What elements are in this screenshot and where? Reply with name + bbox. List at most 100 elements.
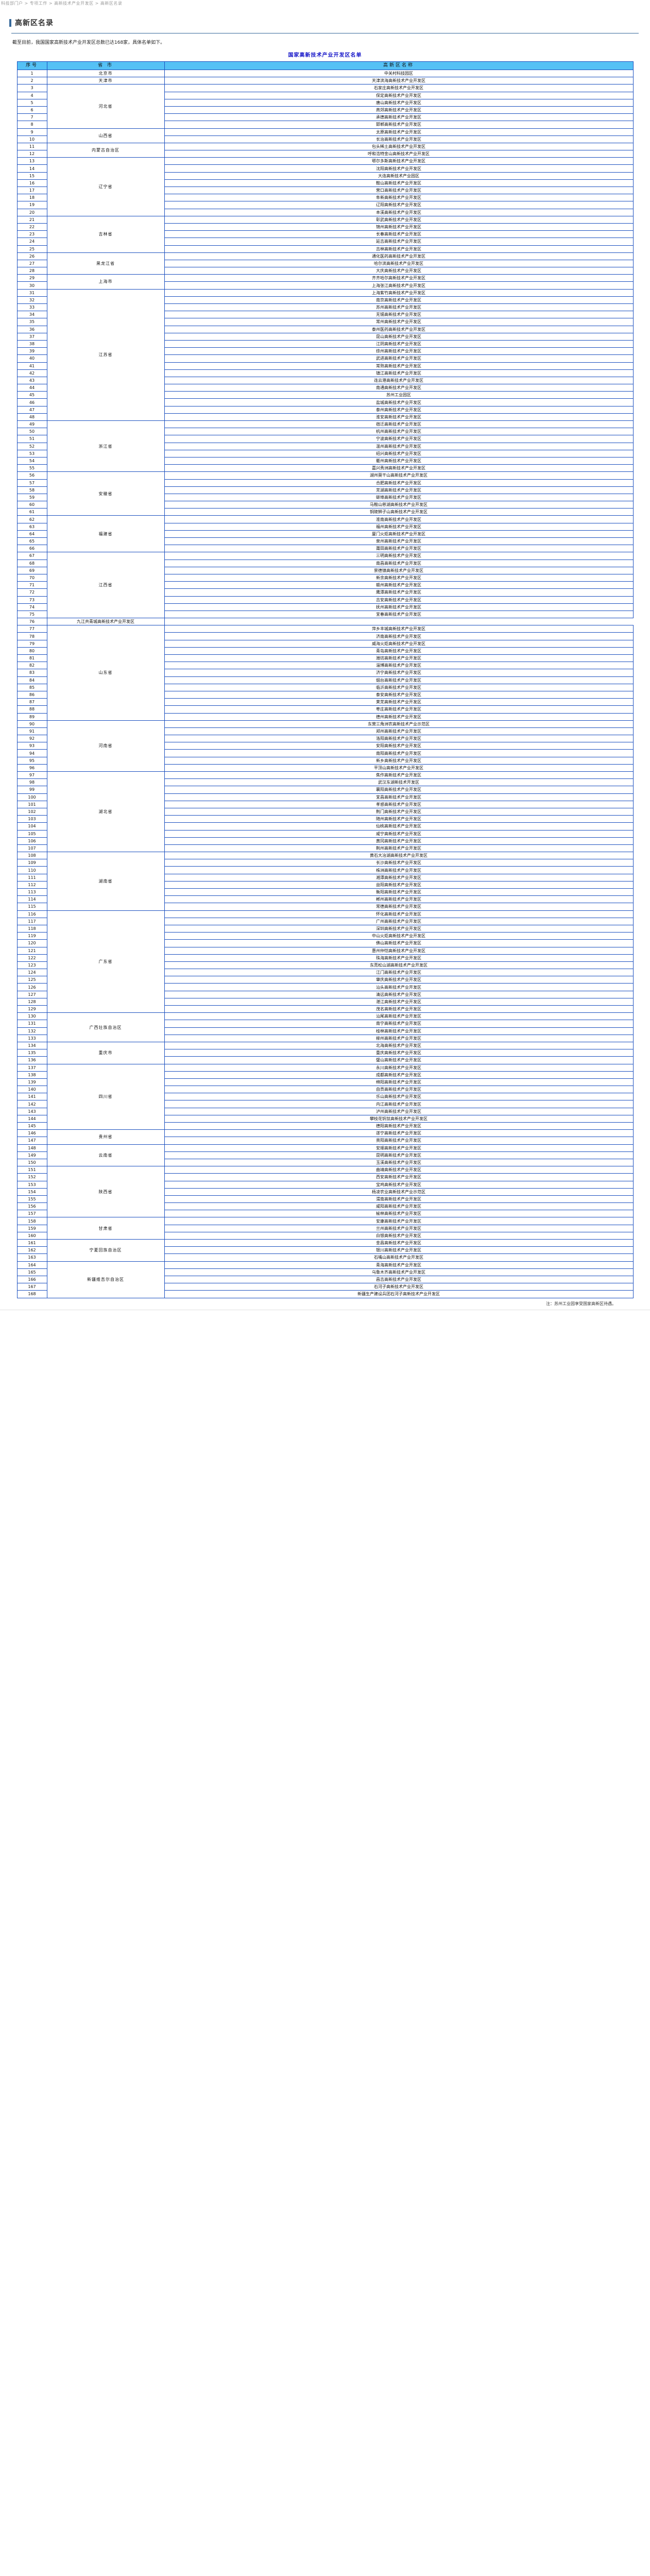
table-row: 93 安阳高新技术产业开发区 [16,742,634,750]
cell-no: 91 [16,727,47,736]
cell-province: 安徽省 [46,471,165,516]
cell-no: 139 [16,1078,47,1087]
table-row: 5 唐山高新技术产业开发区 [16,98,634,107]
cell-zone-name: 徐州高新技术产业开发区 [164,347,634,355]
table-row: 115 常德高新技术产业开发区 [16,903,634,911]
page-container: 科技部门户 > 专项工作 > 高新技术产业开发区 > 高新区名录 高新区名录 截… [0,1,650,1310]
table-row: 78 济南高新技术产业开发区 [16,632,634,640]
cell-zone-name: 石河子高新技术产业开发区 [164,1283,634,1291]
cell-no: 103 [16,815,47,823]
cell-zone-name: 兰州高新技术产业开发区 [164,1224,634,1232]
cell-province: 上海市 [46,274,165,290]
cell-zone-name: 昌吉高新技术产业开发区 [164,1275,634,1284]
cell-no: 147 [16,1137,47,1145]
cell-zone-name: 吉安高新技术产业开发区 [164,596,634,604]
table-row: 157 榆林高新技术产业开发区 [16,1210,634,1218]
cell-province: 辽宁省 [46,157,165,216]
cell-no: 41 [16,362,47,370]
cell-no: 106 [16,837,47,845]
cell-no: 84 [16,676,47,684]
cell-zone-name: 鹰潭高新技术产业开发区 [164,588,634,597]
table-row: 131 南宁高新技术产业开发区 [16,1020,634,1028]
table-row: 82 淄博高新技术产业开发区 [16,662,634,670]
table-row: 112 益阳高新技术产业开发区 [16,880,634,889]
cell-zone-name: 烟台高新技术产业开发区 [164,676,634,684]
cell-zone-name: 锦州高新技术产业开发区 [164,223,634,231]
cell-no: 79 [16,639,47,648]
cell-no: 16 [16,179,47,188]
table-row: 120 佛山高新技术产业开发区 [16,939,634,947]
cell-no: 136 [16,1056,47,1064]
table-row: 94 南阳高新技术产业开发区 [16,749,634,757]
cell-no: 37 [16,332,47,341]
cell-zone-name: 保定高新技术产业开发区 [164,91,634,99]
cell-no: 45 [16,391,47,399]
cell-no: 99 [16,786,47,794]
cell-zone-name: 无锡高新技术产业开发区 [164,311,634,319]
cell-zone-name: 惠州仲恺高新技术产业开发区 [164,946,634,955]
table-row: 109 长沙高新技术产业开发区 [16,859,634,867]
table-row: 98 武汉东湖新技术开发区 [16,778,634,787]
table-row: 31 江苏省 上海紫竹高新技术产业开发区 [16,289,634,421]
cell-province: 吉林省 [46,215,165,253]
cell-zone-name: 芜湖高新技术产业开发区 [164,486,634,494]
cell-no: 110 [16,866,47,874]
table-row: 118 深圳高新技术产业开发区 [16,924,634,933]
cell-zone-name: 东营三角洲农高新技术产业示范区 [164,720,634,728]
table-row: 100 宜昌高新技术产业开发区 [16,793,634,801]
cell-no: 152 [16,1173,47,1181]
cell-no: 28 [16,267,47,275]
cell-no: 8 [16,121,47,129]
cell-zone-name: 中山火炬高新技术产业开发区 [164,932,634,940]
cell-zone-name: 南昌高新技术产业开发区 [164,559,634,567]
table-row: 104 仙桃高新技术产业开发区 [16,822,634,831]
cell-zone-name: 镇江高新技术产业开发区 [164,369,634,377]
cell-no: 43 [16,376,47,385]
table-row: 126 汕头高新技术产业开发区 [16,983,634,991]
table-row: 159 兰州高新技术产业开发区 [16,1224,634,1232]
table-row: 21 吉林省 彰武高新技术产业开发区 [16,215,634,253]
cell-no: 69 [16,566,47,574]
title-accent-bar [9,19,11,27]
breadcrumb[interactable]: 科技部门户 > 专项工作 > 高新技术产业开发区 > 高新区名录 [1,1,123,6]
cell-zone-name: 荆门高新技术产业开发区 [164,807,634,816]
table-row: 125 肇庆高新技术产业开发区 [16,976,634,984]
cell-zone-name: 淄博高新技术产业开发区 [164,662,634,670]
cell-zone-name: 承德高新技术产业开发区 [164,113,634,122]
cell-zone-name: 渭南高新技术产业开发区 [164,1195,634,1204]
cell-zone-name: 济宁高新技术产业开发区 [164,669,634,677]
cell-no: 73 [16,596,47,604]
cell-province: 云南省 [46,1144,165,1167]
cell-no: 154 [16,1188,47,1196]
cell-no: 39 [16,347,47,355]
cell-zone-name: 长治高新技术产业开发区 [164,135,634,143]
cell-no: 59 [16,493,47,502]
cell-province: 重庆市 [46,1041,165,1064]
cell-no: 133 [16,1034,47,1042]
table-row: 97 湖北省 焦作高新技术产业开发区 [16,771,634,853]
cell-zone-name: 连云港高新技术产业开发区 [164,376,634,385]
cell-province: 四川省 [46,1063,165,1130]
cell-zone-name: 杨凌农业高新技术产业示范区 [164,1188,634,1196]
table-row: 3 河北省 石家庄高新技术产业开发区 [16,84,634,129]
table-row: 72 鹰潭高新技术产业开发区 [16,588,634,597]
table-row: 134 重庆市 北海高新技术产业开发区 [16,1041,634,1064]
cell-zone-name: 遂宁高新技术产业开发区 [164,1129,634,1138]
cell-no: 77 [16,625,47,633]
cell-zone-name: 杭州高新技术产业开发区 [164,428,634,436]
cell-no: 81 [16,654,47,663]
cell-zone-name: 萍乡丰城高新技术产业开发区 [164,625,634,633]
table-row: 146 贵州省 遂宁高新技术产业开发区 [16,1129,634,1145]
table-row: 86 泰安高新技术产业开发区 [16,690,634,699]
cell-zone-name: 广州高新技术产业开发区 [164,917,634,925]
table-row: 26 黑龙江省 通化医药高新技术产业开发区 [16,252,634,275]
cell-zone-name: 泰州高新技术产业开发区 [164,405,634,414]
table-row: 127 清远高新技术产业开发区 [16,990,634,998]
cell-no: 165 [16,1268,47,1276]
table-row: 2 天津市 天津滨海高新技术产业开发区 [16,77,634,85]
table-row: 11 内蒙古自治区 包头稀土高新技术产业开发区 [16,142,634,158]
cell-zone-name: 新余高新技术产业开发区 [164,573,634,582]
cell-zone-name: 平顶山高新技术产业开发区 [164,764,634,772]
cell-province: 宁夏回族自治区 [46,1239,165,1262]
cell-zone-name: 昆明高新技术产业开发区 [164,1151,634,1159]
